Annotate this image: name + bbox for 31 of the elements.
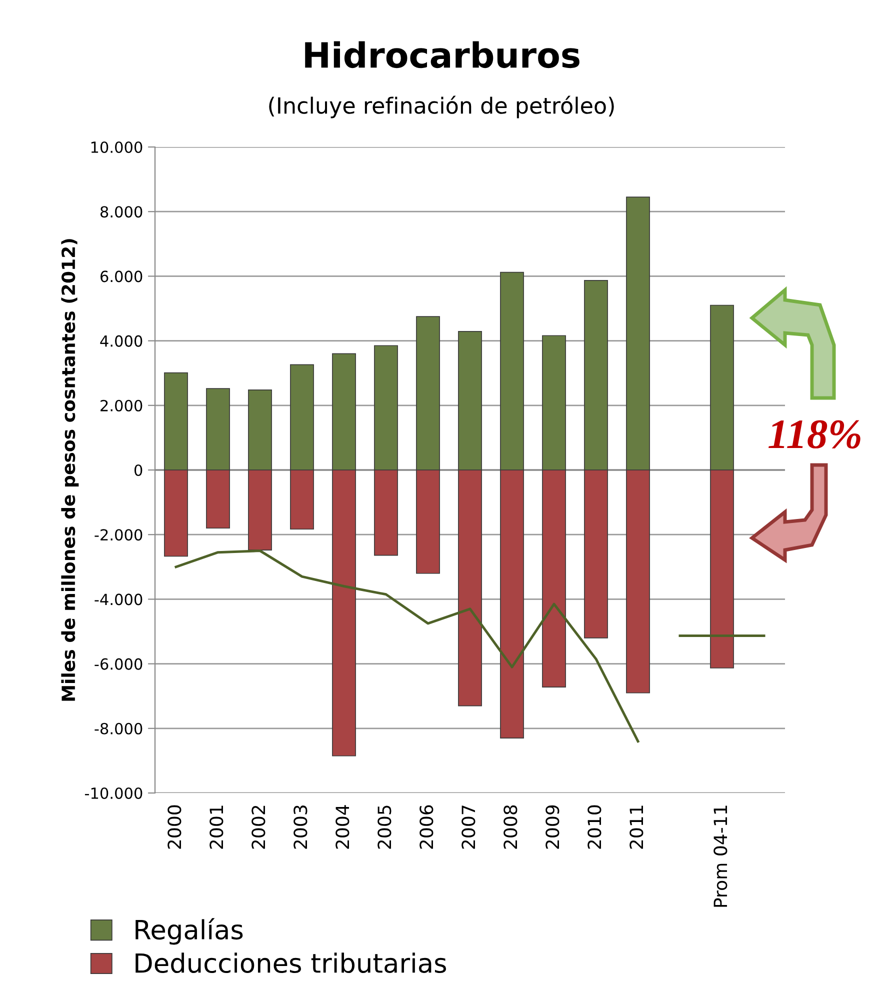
x-tick-label: 2000 [168, 805, 182, 849]
legend-label: Regalías [136, 918, 243, 945]
x-tick-label: 2006 [420, 805, 434, 849]
y-tick-label: -10.000 [84, 787, 142, 800]
y-tick-label: 8.000 [100, 206, 142, 218]
y-tick-label: -8.000 [94, 722, 142, 734]
x-tick-label: 2005 [378, 806, 392, 849]
legend-label: Deducciones tributarias [136, 952, 446, 974]
x-tick-label: 2001 [210, 806, 224, 849]
y-tick-label: 0 [134, 464, 142, 476]
y-axis-title: Miles de millones de pesos cosntantes (2012) [61, 239, 79, 701]
y-tick-label: 2.000 [100, 400, 142, 412]
line-series [174, 550, 640, 743]
x-tick-label: 2010 [588, 805, 602, 849]
annotation: 118% [768, 420, 860, 449]
x-tick-label: 2011 [630, 806, 644, 849]
y-tick-label: -4.000 [94, 594, 142, 606]
x-tick-label: 2007 [462, 806, 476, 849]
x-tick-label: Prom 04-11 [714, 806, 728, 907]
x-tick-label: 2008 [504, 805, 518, 849]
chart-title: Hidrocarburos [305, 41, 580, 68]
x-tick-label: 2009 [546, 805, 560, 849]
y-tick-label: 4.000 [100, 335, 142, 347]
chart-subtitle: (Incluye refinación de petróleo) [269, 96, 614, 118]
x-tick-label: 2002 [252, 806, 266, 849]
x-tick-label: 2003 [294, 806, 308, 849]
y-tick-label: -2.000 [94, 529, 142, 541]
y-tick-label: -6.000 [94, 658, 142, 670]
x-tick-label: 2004 [336, 805, 350, 849]
y-tick-label: 6.000 [100, 270, 142, 282]
y-tick-label: 10.000 [91, 141, 142, 154]
